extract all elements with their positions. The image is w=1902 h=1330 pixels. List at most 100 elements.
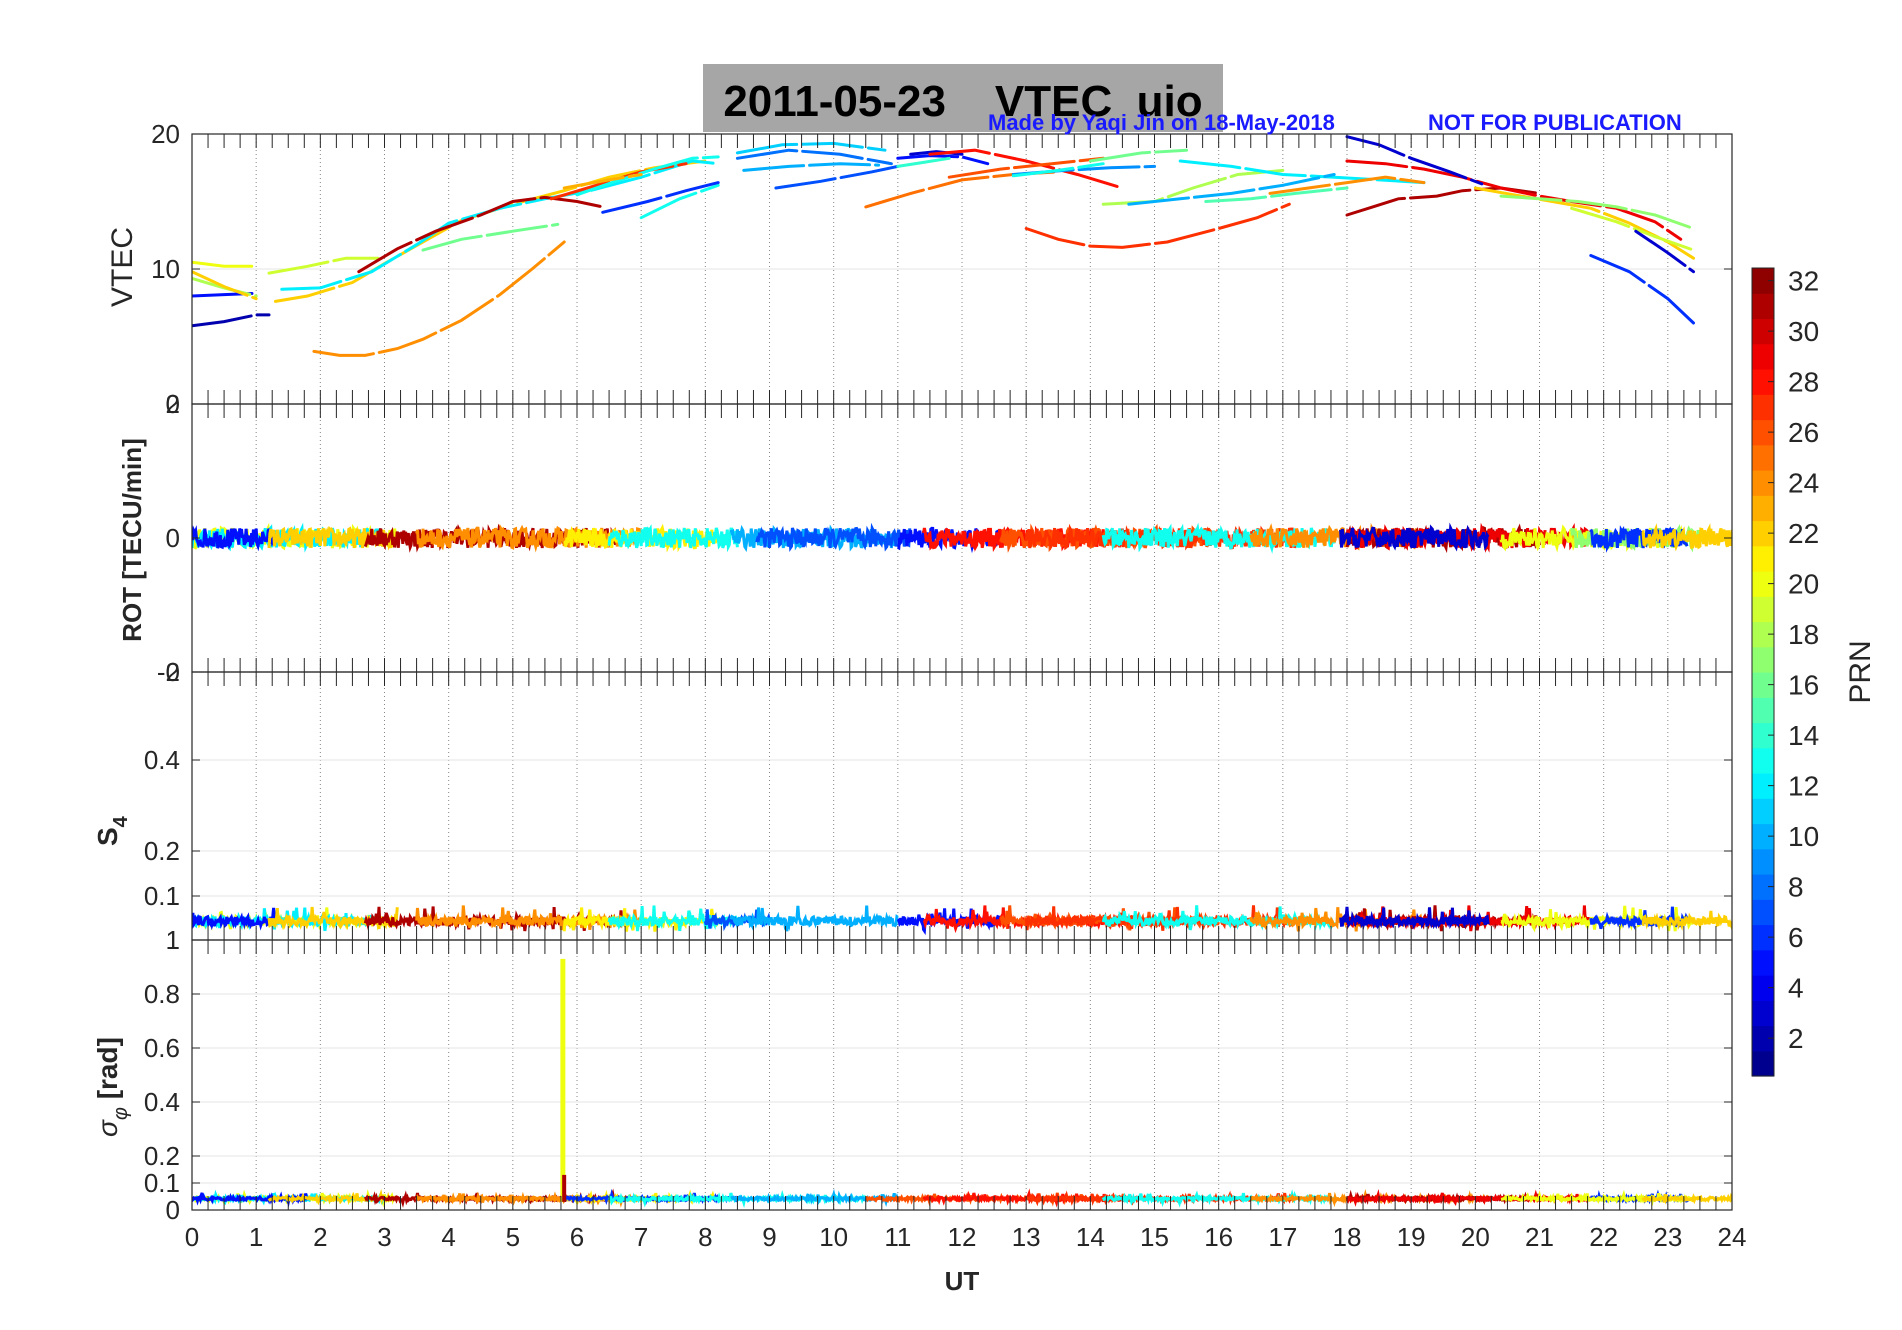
- y-tick-label: 0.4: [144, 1087, 180, 1117]
- sigma-trace-prn22: [1641, 1192, 1732, 1205]
- x-tick-label: 7: [634, 1222, 648, 1252]
- notice-text: NOT FOR PUBLICATION: [1428, 110, 1682, 135]
- colorbar-level: [1752, 293, 1774, 320]
- colorbar-label: PRN: [1844, 640, 1877, 703]
- vtec-track-prn16: [1088, 148, 1189, 163]
- colorbar-tick-label: 4: [1788, 973, 1804, 1004]
- y-tick-label: 1: [166, 925, 180, 955]
- vtec-track-prn17: [1499, 194, 1695, 230]
- vtec-track-prn16: [421, 222, 560, 252]
- vtec-track-prn26: [947, 156, 1105, 179]
- vtec-track-prn13: [575, 155, 720, 197]
- y-tick-label: 10: [151, 254, 180, 284]
- colorbar-tick-label: 10: [1788, 821, 1819, 852]
- colorbar-level: [1752, 975, 1774, 1001]
- panel-sigma: 00.10.2 0.4 0.6 0.8 1 σφ [rad]: [92, 925, 1733, 1225]
- y-tick-label: 0.8: [144, 979, 180, 1009]
- y-tick-label: 0.4: [144, 745, 180, 775]
- x-tick-label: 10: [819, 1222, 848, 1252]
- y-tick-label: 0: [166, 1195, 180, 1225]
- vtec-track-prn13: [639, 183, 720, 220]
- y-axis-label: S4: [92, 815, 132, 846]
- colorbar-tick-label: 18: [1788, 619, 1819, 650]
- colorbar-level: [1752, 571, 1774, 597]
- colorbar-level: [1752, 318, 1774, 345]
- colorbar-tick-label: 22: [1788, 518, 1819, 549]
- y-tick-label: 0.2: [144, 836, 180, 866]
- y-tick-label: -2: [157, 657, 180, 687]
- colorbar-tick-label: 6: [1788, 922, 1804, 953]
- colorbar-level: [1752, 874, 1774, 900]
- colorbar-level: [1752, 722, 1774, 749]
- y-tick-label: 0.1: [144, 881, 180, 911]
- colorbar-tick-label: 32: [1788, 266, 1819, 297]
- colorbar-level: [1752, 495, 1774, 522]
- x-tick-label: 5: [506, 1222, 520, 1252]
- vtec-track-prn11: [735, 141, 887, 155]
- vtec-track-prn14: [896, 156, 951, 168]
- vtec-track-prn6: [601, 181, 720, 214]
- y-tick-label: 20: [151, 119, 180, 149]
- x-tick-label: 2: [313, 1222, 327, 1252]
- rot-trace-prn13: [607, 524, 739, 553]
- vtec-track-prn12: [1178, 159, 1426, 185]
- chart-title: 2011-05-23 VTEC uio: [723, 77, 1203, 126]
- s4-trace-prn22: [1641, 910, 1732, 931]
- title-box: [703, 64, 1223, 132]
- y-tick-label: 0: [166, 657, 180, 687]
- x-tick-label: 17: [1268, 1222, 1297, 1252]
- colorbar-tick-label: 2: [1788, 1023, 1804, 1054]
- x-tick-label: 0: [185, 1222, 199, 1252]
- s4-trace-prn10: [729, 905, 899, 932]
- colorbar-level: [1752, 1050, 1774, 1077]
- vtec-track-prn28: [928, 148, 1124, 190]
- x-tick-label: 19: [1397, 1222, 1426, 1252]
- colorbar-tick-label: 28: [1788, 367, 1819, 398]
- vtec-track-prn5: [896, 154, 990, 166]
- data-series: [192, 522, 1732, 554]
- x-tick-label: 12: [948, 1222, 977, 1252]
- x-tick-label: 20: [1461, 1222, 1490, 1252]
- colorbar-level: [1752, 470, 1774, 496]
- y-axis-label: VTEC: [106, 227, 139, 307]
- vtec-track-prn15: [1204, 186, 1349, 203]
- y-tick-label: 0.6: [144, 1033, 180, 1063]
- colorbar-level: [1752, 369, 1774, 395]
- colorbar-level: [1752, 343, 1774, 370]
- colorbar-level: [1752, 697, 1774, 724]
- vtec-track-prn8: [735, 148, 893, 166]
- data-series: [192, 135, 1695, 357]
- x-tick-label: 6: [570, 1222, 584, 1252]
- colorbar-level: [1752, 596, 1774, 623]
- credit-text: Made by Yaqi Jin on 18-May-2018: [988, 110, 1335, 135]
- x-tick-label: 23: [1653, 1222, 1682, 1252]
- colorbar-level: [1752, 268, 1774, 294]
- y-tick-label: 0: [166, 523, 180, 553]
- colorbar-frame: [1751, 267, 1775, 1077]
- vtec-track-prn31: [357, 195, 605, 274]
- colorbar-level: [1752, 899, 1774, 926]
- colorbar-tick-label: 26: [1788, 417, 1819, 448]
- y-axis-label: σφ [rad]: [92, 1037, 132, 1137]
- x-tick-label: 11: [884, 1222, 911, 1252]
- y-tick-label: 0: [166, 389, 180, 419]
- panel-vtec: 0 10 20 VTEC: [106, 119, 1733, 419]
- vtec-track-prn23: [562, 173, 643, 190]
- s4-trace-prn3: [1339, 906, 1490, 930]
- vtec-track-prn19: [1570, 206, 1695, 252]
- colorbar-level: [1752, 1025, 1774, 1052]
- x-tick-label: 16: [1204, 1222, 1233, 1252]
- rot-trace-prn5: [192, 525, 277, 552]
- colorbar-level: [1752, 545, 1774, 572]
- rot-trace-prn3: [1339, 522, 1490, 552]
- vtec-track-prn6: [1589, 254, 1695, 325]
- vtec-track-prn19: [267, 256, 380, 275]
- vtec-track-prn29: [1345, 159, 1683, 241]
- rot-trace-prn13: [1101, 522, 1336, 554]
- colorbar-tick-label: 16: [1788, 670, 1819, 701]
- vtec-track-prn27: [1024, 202, 1291, 249]
- colorbar-level: [1752, 1000, 1774, 1027]
- colorbar-tick-label: 12: [1788, 771, 1819, 802]
